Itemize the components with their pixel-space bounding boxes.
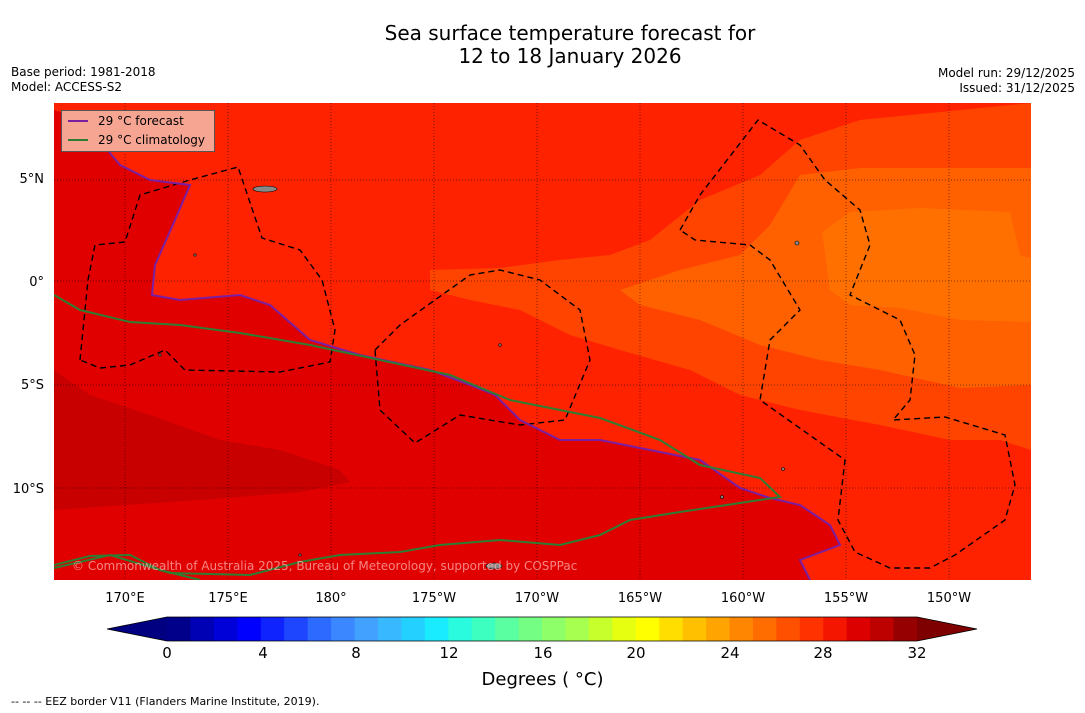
model-name: Model: ACCESS-S2 [11, 80, 123, 94]
colorbar-swatch [682, 617, 707, 641]
lat-label: 10°S [13, 482, 44, 497]
colorbar-ticks: 0 4 8 12 16 20 24 28 32 [162, 644, 926, 662]
colorbar-swatch [588, 617, 613, 641]
meta-left: Base period: 1981-2018 Model: ACCESS-S2 [11, 65, 156, 95]
lon-label: 170°E [105, 591, 145, 606]
colorbar-swatch [518, 617, 543, 641]
colorbar-swatch [377, 617, 402, 641]
legend-label-climatology: 29 °C climatology [98, 133, 206, 147]
colorbar-swatch [893, 617, 918, 641]
colorbar-swatch [260, 617, 285, 641]
lat-label: 5°N [20, 172, 45, 187]
colorbar-swatch [471, 617, 496, 641]
colorbar-tick-label: 12 [439, 644, 458, 662]
colorbar-tick-label: 16 [533, 644, 552, 662]
colorbar-swatch [846, 617, 871, 641]
title-line-2: 12 to 18 January 2026 [458, 44, 682, 68]
colorbar-tick-label: 0 [162, 644, 172, 662]
isotherm-legend: 29 °C forecast 29 °C climatology [61, 110, 215, 152]
lon-label: 150°W [927, 591, 971, 606]
copyright-text: © Commonwealth of Australia 2025, Bureau… [72, 559, 577, 573]
colorbar-extend-low [107, 617, 167, 641]
islands [158, 185, 800, 570]
coolest-region [822, 208, 1031, 322]
issued-date: Issued: 31/12/2025 [959, 81, 1075, 95]
colorbar-swatch [237, 617, 262, 641]
meta-right: Model run: 29/12/2025 Issued: 31/12/2025 [938, 66, 1075, 96]
colorbar-swatch [799, 617, 824, 641]
colorbar-swatch [424, 617, 449, 641]
colorbar-swatch [354, 617, 379, 641]
lon-label: 155°W [824, 591, 868, 606]
lon-label: 180° [315, 591, 346, 606]
model-run-date: Model run: 29/12/2025 [937, 66, 1075, 80]
colorbar-title: Degrees ( °C) [481, 669, 604, 690]
lon-label: 165°W [618, 591, 662, 606]
colorbar-swatch [448, 617, 473, 641]
colorbar-tick-label: 8 [351, 644, 361, 662]
colorbar-swatch [635, 617, 660, 641]
forecast-29c-isotherm [69, 114, 842, 580]
lat-axis: 5°N 0° 5°S 10°S [13, 172, 44, 497]
colorbar-tick-label: 32 [907, 644, 926, 662]
colorbar-swatch [823, 617, 848, 641]
colorbar-swatch [190, 617, 215, 641]
colorbar-tick-label: 28 [813, 644, 832, 662]
colorbar-swatch [706, 617, 730, 641]
colorbar-swatch [495, 617, 520, 641]
climatology-29c-isotherm-south [54, 553, 201, 580]
map-area: © Commonwealth of Australia 2025, Bureau… [54, 103, 1031, 580]
legend-item-forecast: 29 °C forecast [68, 112, 184, 130]
lon-axis: 170°E 175°E 180° 175°W 170°W 165°W 160°W… [105, 591, 971, 606]
colorbar-swatch [752, 617, 777, 641]
lat-label: 5°S [21, 378, 44, 393]
colorbar-swatch [213, 617, 238, 641]
colorbar-swatch [776, 617, 801, 641]
colorbar-tick-label: 20 [626, 644, 645, 662]
colorbar-swatch [659, 617, 684, 641]
colorbar-swatch [331, 617, 355, 641]
lon-label: 160°W [721, 591, 765, 606]
hot-region [54, 370, 350, 510]
lon-label: 175°W [412, 591, 456, 606]
lat-label: 0° [29, 275, 44, 290]
colorbar-swatch [542, 617, 566, 641]
chart-title: Sea surface temperature forecast for 12 … [0, 22, 1085, 68]
base-period: Base period: 1981-2018 [11, 65, 156, 79]
colorbar-swatch [870, 617, 895, 641]
legend-label-forecast: 29 °C forecast [98, 114, 184, 128]
colorbar-swatch [401, 617, 426, 641]
colorbar-tick-label: 24 [720, 644, 739, 662]
colorbar-swatch [307, 617, 332, 641]
lon-label: 170°W [515, 591, 559, 606]
colorbar-extend-high [917, 617, 977, 641]
climatology-29c-isotherm [54, 294, 783, 577]
legend-item-climatology: 29 °C climatology [68, 131, 205, 149]
eez-footnote: -- -- -- EEZ border V11 (Flanders Marine… [11, 695, 320, 708]
forecast-line-swatch [68, 120, 88, 122]
colorbar-swatch [565, 617, 590, 641]
colorbar [106, 616, 978, 642]
climatology-line-swatch [68, 139, 88, 141]
colorbar-swatch [612, 617, 637, 641]
colorbar-outline [106, 616, 978, 642]
colorbar-tick-label: 4 [258, 644, 268, 662]
colorbar-swatch [167, 617, 191, 641]
grid-lines [54, 103, 1031, 580]
title-line-1: Sea surface temperature forecast for [384, 21, 756, 45]
colorbar-swatch [284, 617, 309, 641]
lon-label: 175°E [208, 591, 248, 606]
eez-borders [79, 119, 1016, 569]
colorbar-swatch [729, 617, 754, 641]
